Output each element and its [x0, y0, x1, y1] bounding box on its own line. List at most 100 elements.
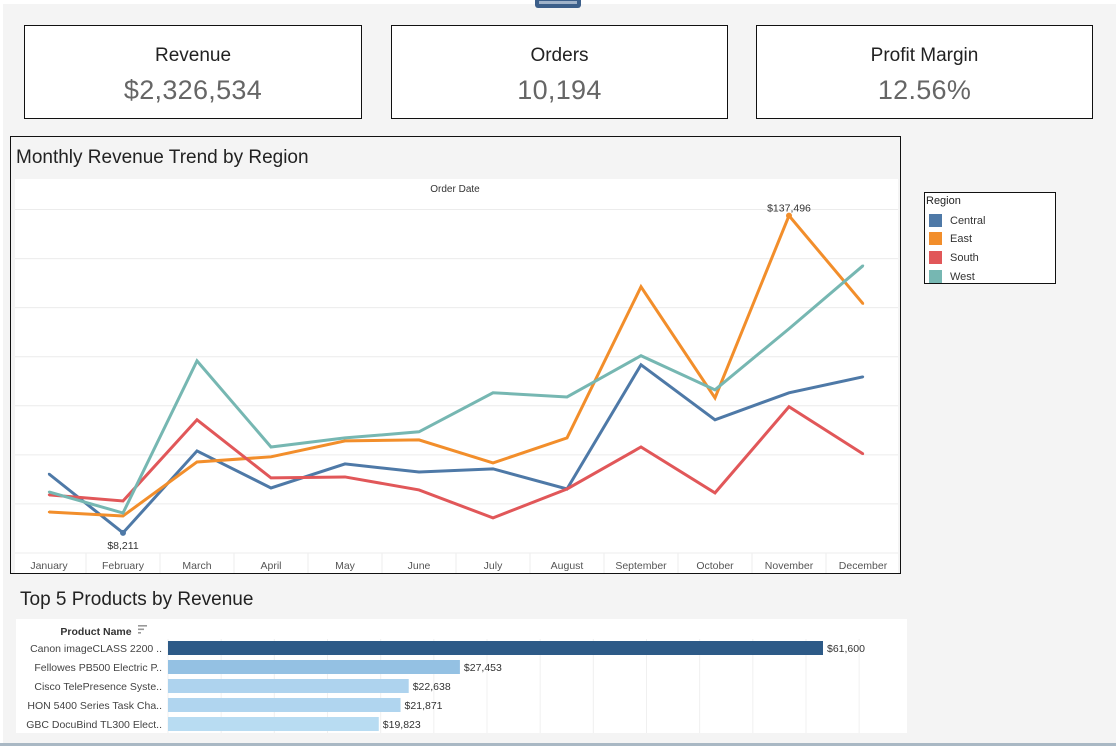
x-tick-label: August — [551, 560, 584, 572]
data-point-west — [491, 391, 495, 394]
bottom-divider — [0, 743, 1116, 746]
series-line-central — [48, 362, 864, 535]
x-tick-label: February — [102, 560, 145, 572]
data-point-south — [491, 516, 495, 520]
series-line-south — [48, 404, 864, 520]
data-point-east — [639, 285, 643, 288]
data-point-central — [639, 363, 643, 367]
x-tick-label: December — [839, 560, 888, 572]
legend-label: East — [950, 232, 973, 245]
x-tick-label: May — [335, 560, 356, 572]
kpi-value: 12.56% — [877, 75, 972, 105]
data-point-central — [861, 375, 865, 379]
data-point-west — [417, 430, 421, 433]
data-point-south — [269, 476, 273, 480]
data-point-west — [121, 511, 125, 515]
region-legend[interactable]: Region Central East South West — [924, 192, 1056, 284]
kpi-value: 10,194 — [517, 75, 602, 105]
bar-chart-panel: Product Name Canon imageCLASS 2200 .. $61,… — [16, 619, 907, 733]
series-line-west — [48, 264, 864, 515]
kpi-card-profit-margin: Profit Margin 12.56% — [756, 25, 1093, 119]
bar — [168, 660, 460, 674]
bar-category-label: HON 5400 Series Task Cha.. — [27, 700, 162, 712]
data-point-south — [639, 445, 643, 449]
legend-label: Central — [950, 214, 986, 227]
legend-label: West — [950, 270, 975, 283]
data-point-central — [787, 391, 791, 394]
toolbar-toggle-tab[interactable] — [535, 0, 581, 8]
kpi-value: $2,326,534 — [123, 75, 263, 105]
kpi-label: Profit Margin — [870, 45, 979, 66]
x-tick-label: March — [182, 560, 211, 572]
bar-value-label: $22,638 — [413, 681, 451, 693]
legend-swatch — [929, 232, 942, 245]
legend-swatch — [929, 270, 942, 283]
bar — [168, 698, 401, 712]
legend-item-west[interactable]: West — [929, 269, 975, 284]
data-point-central — [417, 470, 421, 474]
data-point-south — [713, 491, 717, 495]
data-point-south — [195, 418, 199, 421]
data-point-central — [343, 462, 347, 466]
legend-label: South — [950, 251, 979, 264]
kpi-label: Orders — [530, 45, 589, 66]
kpi-card-revenue: Revenue $2,326,534 — [24, 25, 362, 119]
data-point-west — [861, 264, 865, 267]
line-chart[interactable]: Order Date January February March April May Ju… — [11, 137, 900, 573]
data-point-east — [417, 438, 421, 442]
data-point-east — [47, 510, 51, 514]
data-point-south — [861, 452, 865, 456]
annotated-point — [120, 529, 126, 536]
bar-value-label: $61,600 — [827, 643, 865, 655]
x-tick-label: January — [30, 560, 68, 572]
x-tick-label: April — [260, 560, 281, 572]
data-point-east — [565, 436, 569, 440]
data-point-central — [713, 418, 717, 421]
bar-chart-title: Top 5 Products by Revenue — [20, 589, 254, 610]
bar-value-label: $19,823 — [383, 719, 421, 731]
data-point-east — [343, 439, 347, 443]
y-axis-header: Product Name — [60, 626, 131, 638]
x-tick-label: July — [484, 560, 503, 572]
data-point-east — [861, 302, 865, 305]
data-point-central — [491, 467, 495, 471]
data-point-east — [195, 460, 199, 464]
data-point-east — [269, 455, 273, 459]
data-point-south — [787, 405, 791, 408]
data-point-west — [713, 388, 717, 392]
bar-chart[interactable]: Product Name Canon imageCLASS 2200 .. $61,… — [16, 619, 907, 733]
line-chart-title: Monthly Revenue Trend by Region — [16, 147, 309, 168]
data-label: $137,496 — [767, 203, 811, 215]
legend-item-central[interactable]: Central — [929, 213, 985, 228]
line-chart-panel: Monthly Revenue Trend by Region Order Da… — [10, 136, 901, 574]
data-point-west — [195, 359, 199, 363]
kpi-label: Revenue — [154, 45, 232, 66]
legend-title: Region — [926, 195, 961, 207]
x-tick-label: November — [765, 560, 814, 572]
bar-category-label: GBC DocuBind TL300 Elect.. — [26, 719, 162, 731]
plot-area — [15, 179, 898, 573]
data-point-east — [491, 461, 495, 465]
data-point-west — [343, 436, 347, 440]
bar-value-label: $27,453 — [464, 662, 502, 674]
bar — [168, 641, 823, 655]
x-tick-label: October — [696, 560, 734, 572]
data-point-south — [343, 475, 347, 479]
kpi-card-orders: Orders 10,194 — [391, 25, 728, 119]
data-point-west — [787, 327, 791, 330]
data-point-east — [121, 514, 125, 518]
bar-category-label: Canon imageCLASS 2200 .. — [30, 643, 162, 655]
bar — [168, 679, 409, 693]
annotated-point — [786, 212, 792, 219]
x-tick-label: June — [408, 560, 431, 572]
sort-icon — [138, 625, 147, 634]
data-point-west — [565, 395, 569, 399]
x-tick-label: September — [615, 560, 667, 572]
series-line-east — [48, 212, 865, 518]
data-point-central — [269, 486, 273, 490]
data-point-south — [47, 493, 51, 497]
bar-category-label: Cisco TelePresence Syste.. — [34, 681, 162, 693]
data-point-south — [121, 499, 125, 503]
legend-item-east[interactable]: East — [929, 231, 972, 246]
legend-item-south[interactable]: South — [929, 250, 979, 265]
